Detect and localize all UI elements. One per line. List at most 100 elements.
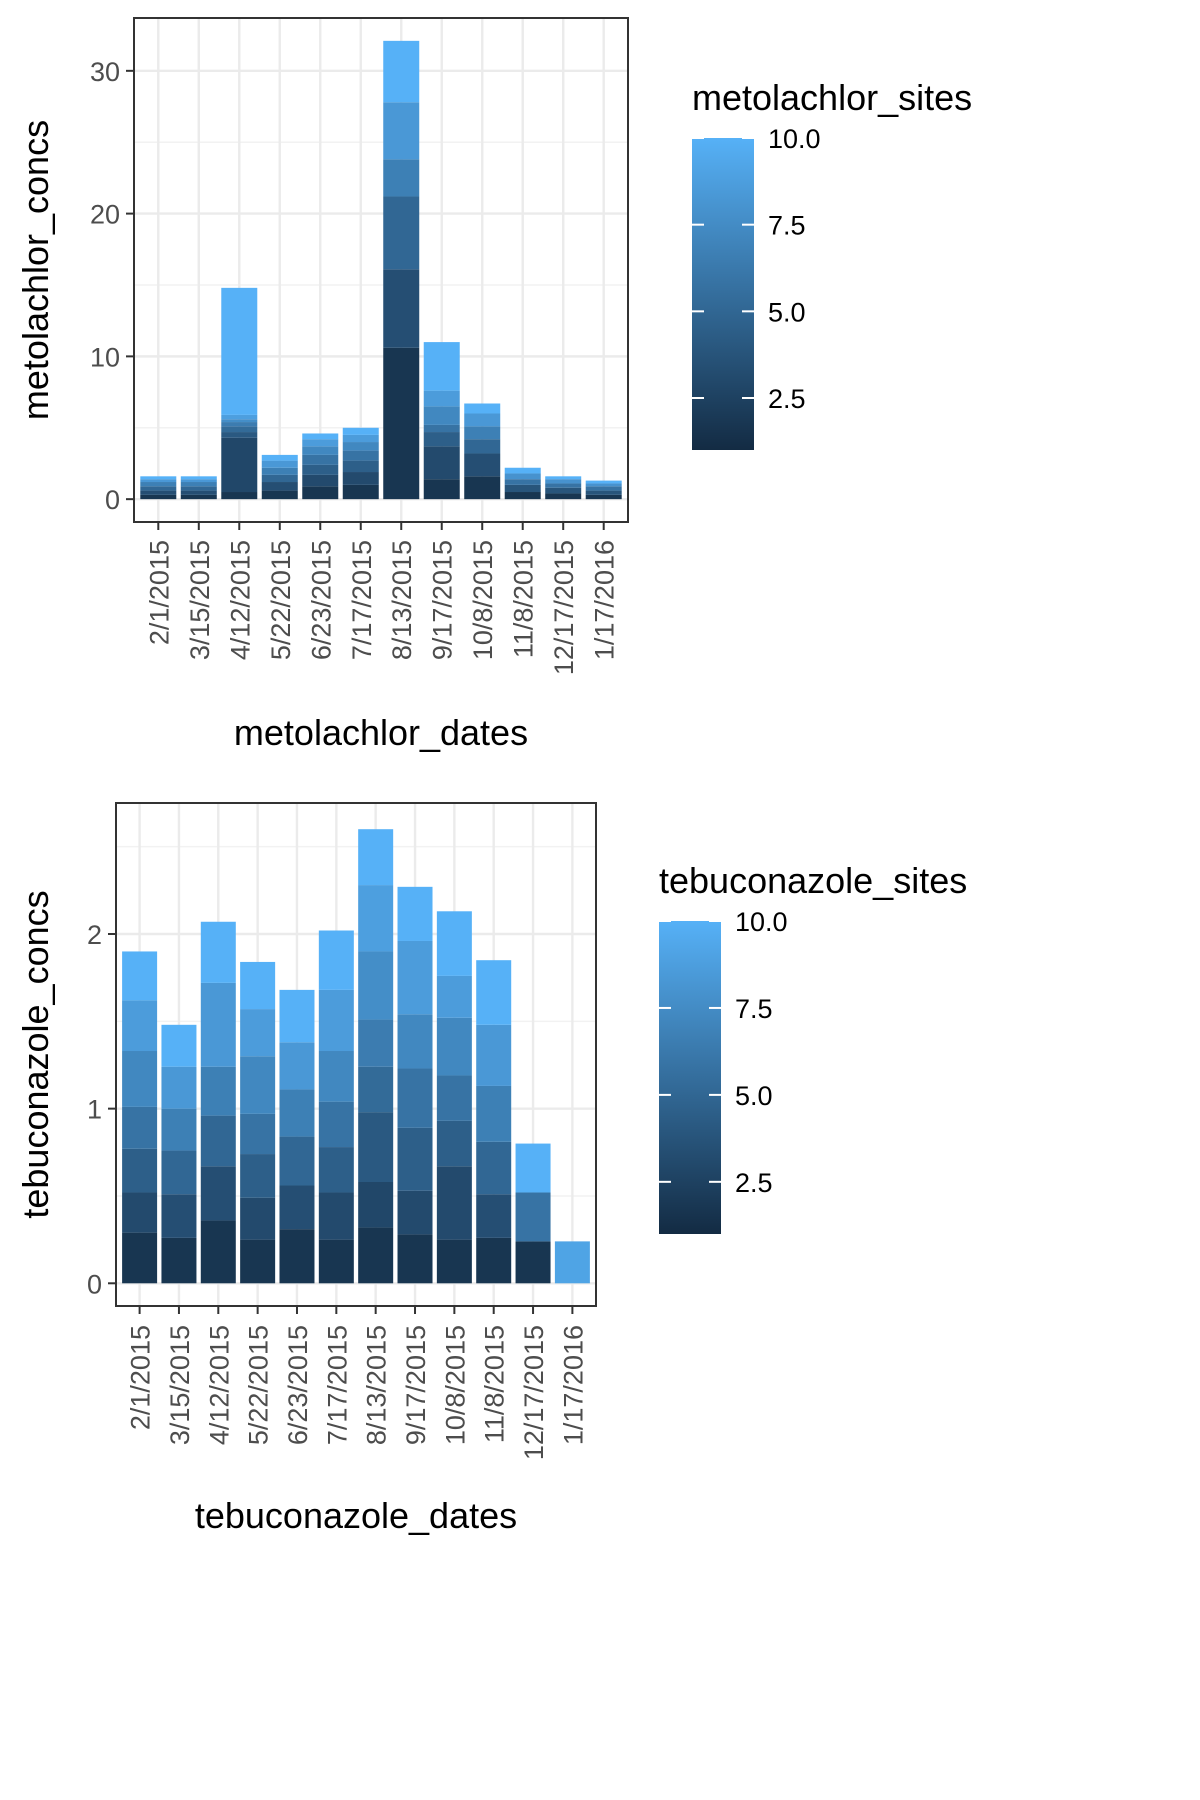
bar-segment [122,951,158,1001]
bar-segment [436,1239,472,1284]
legend-label: 2.5 [768,384,806,414]
bar-segment [240,961,276,1010]
bar-segment [140,479,177,483]
y-tick-label: 0 [105,485,120,515]
bar-segment [464,403,501,414]
bar-segment [476,1024,512,1086]
bar-segment [585,494,622,500]
bar-segment [436,975,472,1018]
bar-segment [302,474,339,487]
bar-segment [302,439,339,447]
bar-segment [342,450,379,461]
bar-segment [397,1127,433,1191]
x-tick-label: 7/17/2015 [347,540,377,660]
y-tick-label: 1 [87,1095,102,1125]
bar-segment [464,413,501,427]
bar-segment [140,490,177,495]
bar-segment [200,1166,236,1221]
bar-segment [342,427,379,435]
x-tick-label: 11/8/2015 [509,540,539,658]
bar-segment [545,476,582,480]
plot-background [134,18,628,522]
bar-segment [423,390,460,407]
bar-segment [161,1066,197,1109]
bar-segment [180,476,217,480]
bar-segment [161,1024,197,1067]
x-tick-label: 6/23/2015 [283,1325,313,1445]
bar-segment [515,1143,551,1193]
bar-segment [318,930,354,990]
bar-segment [464,453,501,477]
bar-segment [279,1042,315,1090]
bar-segment [423,446,460,480]
bar-segment [122,1192,158,1233]
x-tick-label: 2/1/2015 [144,540,174,645]
bar-segment [464,476,501,500]
bar-segment [397,940,433,1015]
bar-segment [180,494,217,500]
bar-segment [180,479,217,483]
bar-segment [397,1014,433,1069]
bar-segment [200,1220,236,1284]
bar-segment [180,482,217,487]
bar-segment [358,1181,394,1228]
bar-segment [423,479,460,500]
bar-segment [585,480,622,484]
bar-segment [200,921,236,983]
bar-segment [545,483,582,488]
bar-segment [221,414,258,420]
bar-segment [476,1237,512,1284]
bar-segment [358,1227,394,1284]
bar-segment [436,911,472,976]
bar-segment [318,989,354,1052]
bar-segment [318,1147,354,1193]
x-tick-label: 6/23/2015 [306,540,336,660]
bar-segment [383,269,420,348]
x-axis-title: metolachlor_dates [234,712,528,753]
bar-segment [221,437,258,493]
x-tick-label: 3/15/2015 [165,1325,195,1445]
chart-2: 0 1 2 2/1/2015 3/15/2015 4/12/2015 5/22/2015 6/… [15,802,967,1536]
x-tick-label: 12/17/2015 [519,1325,549,1460]
bar-segment [318,1239,354,1284]
bar-segment [161,1150,197,1195]
bar-segment [476,1194,512,1238]
bar-segment [464,426,501,440]
legend-label: 2.5 [735,1168,773,1198]
legend-colorbar [692,138,754,450]
bar-segment [221,287,258,415]
bar-segment [161,1237,197,1284]
bar-segment [585,490,622,495]
x-tick-label: 9/17/2015 [428,540,458,660]
x-tick-label: 3/15/2015 [185,540,215,660]
bar-segment [476,960,512,1025]
bar-segment [261,460,298,468]
bar-segment [545,493,582,500]
x-tick-label: 5/22/2015 [244,1325,274,1445]
bar-segment [122,1000,158,1052]
bar-segment [358,829,394,886]
bar-segment [397,886,433,941]
y-tick-label: 0 [87,1269,102,1299]
legend-title: metolachlor_sites [692,77,972,118]
bar-segment [504,473,541,480]
legend-label: 5.0 [768,297,806,327]
x-tick-label: 1/17/2016 [590,540,620,660]
bar-segment [261,467,298,475]
x-tick-label: 9/17/2015 [401,1325,431,1445]
bar-segment [122,1232,158,1284]
bar-segment [358,1019,394,1067]
bar-segment [383,40,420,103]
x-tick-label: 10/8/2015 [440,1325,470,1445]
bar-segment [545,479,582,484]
bar-segment [397,1234,433,1284]
bar-segment [504,467,541,474]
bar-segment [423,432,460,447]
bar-segment [436,1075,472,1121]
bar-segment [358,951,394,1020]
bar-segment [383,196,420,270]
bar-segment [200,1066,236,1116]
legend-label: 10.0 [735,907,788,937]
bar-segment [464,439,501,454]
bar-segment [358,1112,394,1182]
